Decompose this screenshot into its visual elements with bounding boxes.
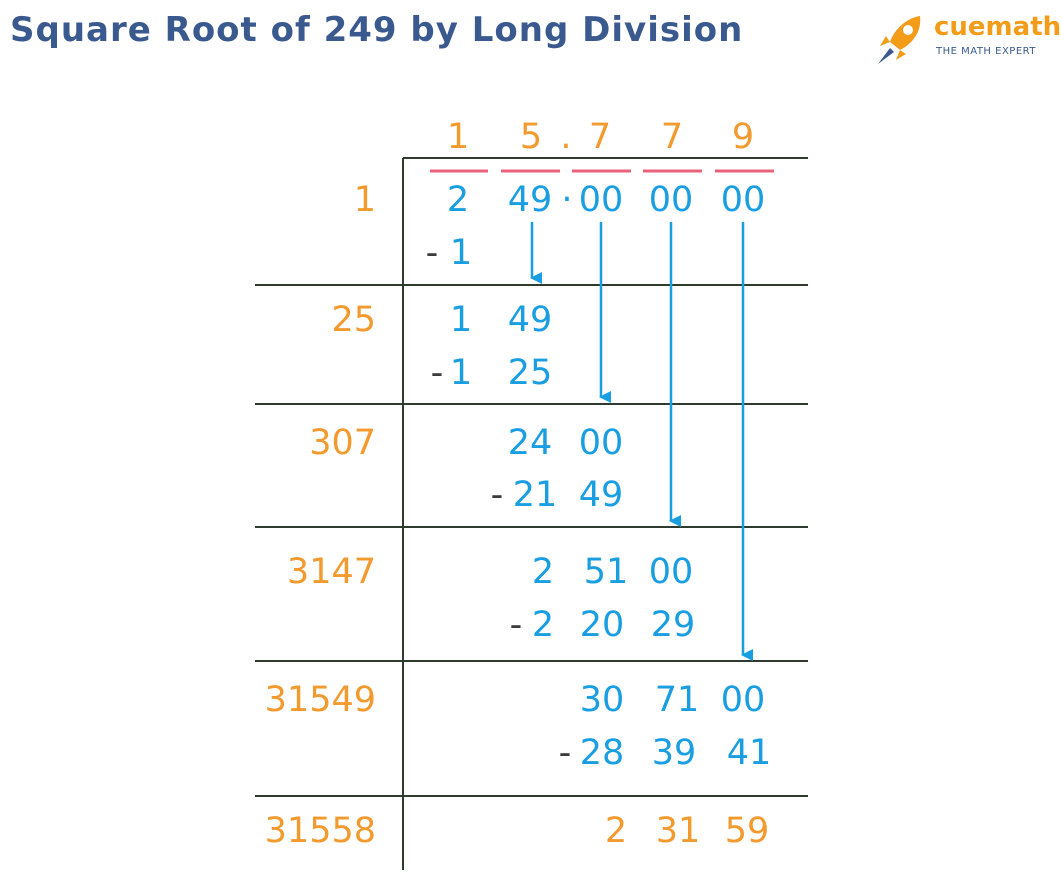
- remainder-digit: 2: [532, 552, 554, 592]
- quotient-digit: 1: [447, 117, 469, 157]
- remainder-digit: 71: [655, 680, 700, 720]
- remainder-digit: 30: [580, 680, 625, 720]
- divisor-label: 31558: [265, 811, 376, 851]
- page-title: Square Root of 249 by Long Division: [10, 10, 744, 50]
- divisor-label: 307: [309, 423, 376, 463]
- brand-tagline: THE MATH EXPERT: [936, 46, 1036, 57]
- subtrahend-digit: 25: [508, 353, 553, 393]
- quotient-digit: 9: [732, 117, 754, 157]
- dividend-group: 2: [447, 180, 469, 220]
- remainder-digit: 49: [508, 300, 553, 340]
- remainder-digit: 51: [584, 552, 629, 592]
- remainder-digit: 1: [450, 300, 472, 340]
- brand-name: cuemath: [934, 12, 1062, 42]
- quotient-decimal-point: .: [560, 117, 571, 157]
- divisor-label: 1: [354, 180, 376, 220]
- minus-sign: -: [426, 233, 439, 273]
- divisor-label: 31549: [265, 680, 376, 720]
- quotient-digit: 7: [661, 117, 683, 157]
- final-remainder-digit: 31: [656, 811, 701, 851]
- remainder-digit: 00: [721, 680, 766, 720]
- dividend-group: 00: [721, 180, 766, 220]
- divisor-label: 3147: [287, 552, 376, 592]
- subtrahend-digit: 28: [580, 733, 625, 773]
- subtrahend-digit: 2: [532, 605, 554, 645]
- minus-sign: -: [491, 475, 504, 515]
- subtrahend-digit: 29: [651, 605, 696, 645]
- dividend-group: 49: [508, 180, 553, 220]
- remainder-digit: 24: [508, 423, 553, 463]
- subtrahend-digit: 49: [579, 475, 624, 515]
- subtrahend-digit: 20: [580, 605, 625, 645]
- subtrahend-digit: 41: [727, 733, 772, 773]
- remainder-digit: 00: [579, 423, 624, 463]
- dividend-decimal-point: ·: [561, 180, 572, 220]
- minus-sign: -: [510, 605, 523, 645]
- subtrahend-digit: 21: [513, 475, 558, 515]
- dividend-group: 00: [649, 180, 694, 220]
- rocket-logo-icon: [878, 16, 921, 64]
- subtrahend-digit: 1: [450, 233, 472, 273]
- quotient-digit: 7: [589, 117, 611, 157]
- final-remainder-digit: 59: [725, 811, 770, 851]
- divisor-label: 25: [331, 300, 376, 340]
- subtrahend-digit: 1: [450, 353, 472, 393]
- final-remainder-digit: 2: [605, 811, 627, 851]
- minus-sign: -: [431, 353, 444, 393]
- dividend-group: 00: [579, 180, 624, 220]
- minus-sign: -: [559, 733, 572, 773]
- quotient-digit: 5: [520, 117, 542, 157]
- subtrahend-digit: 39: [652, 733, 697, 773]
- remainder-digit: 00: [649, 552, 694, 592]
